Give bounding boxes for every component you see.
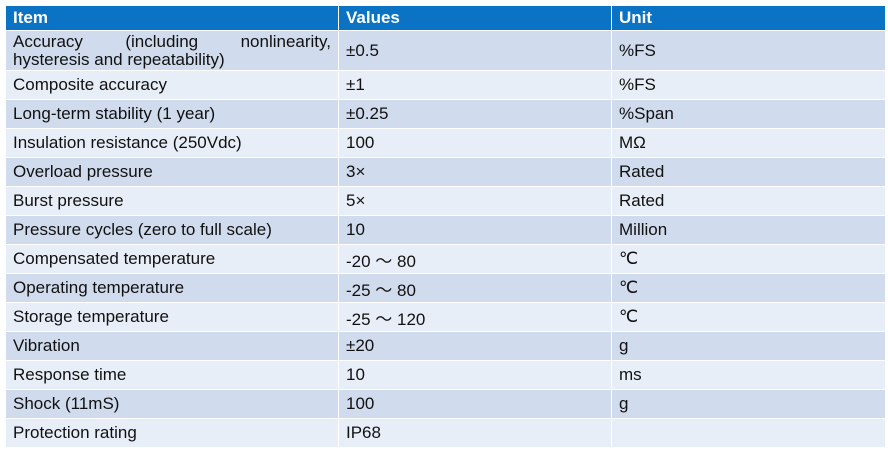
item-cell: Operating temperature bbox=[5, 273, 339, 303]
value-cell: IP68 bbox=[338, 418, 612, 448]
table-row: Operating temperature -25 ～ 80 ℃ bbox=[5, 273, 886, 303]
table-row: Accuracy (including nonlinearity, hyster… bbox=[5, 30, 886, 71]
item-cell: Accuracy (including nonlinearity, hyster… bbox=[5, 30, 339, 71]
unit-cell: MΩ bbox=[611, 128, 886, 158]
table-row: Long-term stability (1 year) ±0.25 %Span bbox=[5, 99, 886, 129]
unit-cell: ℃ bbox=[611, 273, 886, 303]
item-cell: Response time bbox=[5, 360, 339, 390]
item-cell: Burst pressure bbox=[5, 186, 339, 216]
item-cell: Protection rating bbox=[5, 418, 339, 448]
table-row: Pressure cycles (zero to full scale) 10 Mi… bbox=[5, 215, 886, 245]
table-header-row: Item Values Unit bbox=[5, 5, 886, 31]
value-cell: -25 ～ 120 bbox=[338, 302, 612, 332]
value-cell: 10 bbox=[338, 360, 612, 390]
value-cell: 100 bbox=[338, 128, 612, 158]
value-cell: ±0.25 bbox=[338, 99, 612, 129]
unit-cell: ℃ bbox=[611, 302, 886, 332]
value-cell: 10 bbox=[338, 215, 612, 245]
table-row: Response time 10 ms bbox=[5, 360, 886, 390]
unit-cell: %Span bbox=[611, 99, 886, 129]
value-cell: 5× bbox=[338, 186, 612, 216]
header-values: Values bbox=[338, 5, 612, 31]
item-cell: Shock (11mS) bbox=[5, 389, 339, 419]
unit-cell: g bbox=[611, 331, 886, 361]
table-row: Shock (11mS) 100 g bbox=[5, 389, 886, 419]
unit-cell bbox=[611, 418, 886, 448]
item-cell: Long-term stability (1 year) bbox=[5, 99, 339, 129]
table-row: Protection rating IP68 bbox=[5, 418, 886, 448]
unit-cell: g bbox=[611, 389, 886, 419]
table-row: Overload pressure 3× Rated bbox=[5, 157, 886, 187]
value-cell: ±20 bbox=[338, 331, 612, 361]
item-cell: Overload pressure bbox=[5, 157, 339, 187]
unit-cell: ms bbox=[611, 360, 886, 390]
table-row: Insulation resistance (250Vdc) 100 MΩ bbox=[5, 128, 886, 158]
value-cell: 3× bbox=[338, 157, 612, 187]
item-cell: Composite accuracy bbox=[5, 70, 339, 100]
unit-cell: Rated bbox=[611, 186, 886, 216]
header-unit: Unit bbox=[611, 5, 886, 31]
table-row: Vibration ±20 g bbox=[5, 331, 886, 361]
value-cell: ±1 bbox=[338, 70, 612, 100]
unit-cell: ℃ bbox=[611, 244, 886, 274]
table-row: Compensated temperature -20 ～ 80 ℃ bbox=[5, 244, 886, 274]
item-cell: Vibration bbox=[5, 331, 339, 361]
item-cell: Insulation resistance (250Vdc) bbox=[5, 128, 339, 158]
table-row: Composite accuracy ±1 %FS bbox=[5, 70, 886, 100]
item-cell: Pressure cycles (zero to full scale) bbox=[5, 215, 339, 245]
item-cell: Storage temperature bbox=[5, 302, 339, 332]
value-cell: -25 ～ 80 bbox=[338, 273, 612, 303]
unit-cell: Million bbox=[611, 215, 886, 245]
unit-cell: %FS bbox=[611, 30, 886, 71]
spec-table: Item Values Unit Accuracy (including non… bbox=[5, 5, 886, 448]
value-cell: 100 bbox=[338, 389, 612, 419]
table-row: Burst pressure 5× Rated bbox=[5, 186, 886, 216]
header-item: Item bbox=[5, 5, 339, 31]
unit-cell: %FS bbox=[611, 70, 886, 100]
table-body: Accuracy (including nonlinearity, hyster… bbox=[5, 30, 886, 448]
value-cell: -20 ～ 80 bbox=[338, 244, 612, 274]
item-cell: Compensated temperature bbox=[5, 244, 339, 274]
value-cell: ±0.5 bbox=[338, 30, 612, 71]
table-row: Storage temperature -25 ～ 120 ℃ bbox=[5, 302, 886, 332]
unit-cell: Rated bbox=[611, 157, 886, 187]
